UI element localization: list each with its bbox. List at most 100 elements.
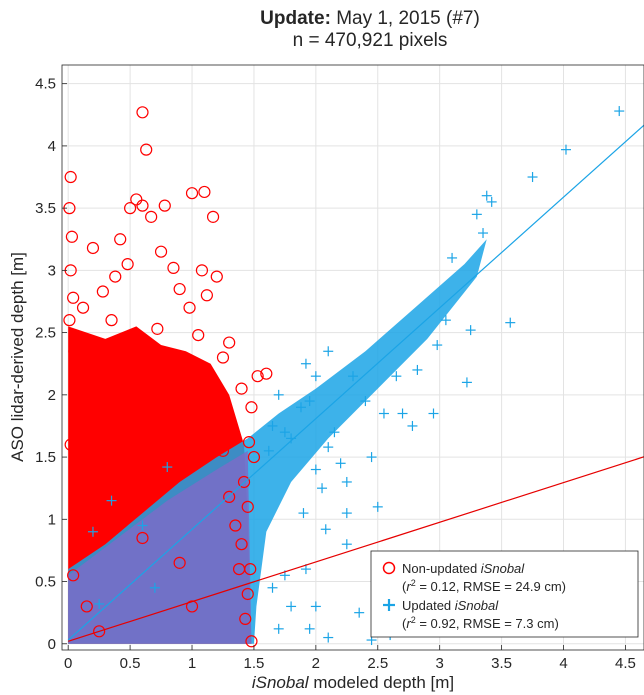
point-updated <box>360 396 371 407</box>
point-updated <box>87 526 98 537</box>
point-updated <box>461 377 472 388</box>
y-tick-label: 4.5 <box>35 76 56 93</box>
point-updated <box>341 539 352 550</box>
point-nonupdated <box>86 241 100 255</box>
point-updated <box>391 371 402 382</box>
point-updated <box>267 420 278 431</box>
point-updated <box>366 452 377 463</box>
title-date: May 1, 2015 (#7) <box>336 8 480 29</box>
point-updated <box>335 458 346 469</box>
point-nonupdated <box>145 210 158 223</box>
point-updated <box>323 632 334 643</box>
point-nonupdated <box>241 587 254 601</box>
point-nonupdated <box>121 258 134 271</box>
x-tick-label: 2 <box>312 655 320 672</box>
point-nonupdated <box>130 193 143 206</box>
fit-line-nonupdated <box>68 456 644 642</box>
point-updated <box>471 209 482 220</box>
x-tick-label: 4.5 <box>615 655 636 672</box>
dense-point-clouds <box>68 239 487 644</box>
x-tick-label: 2.5 <box>367 655 388 672</box>
point-updated <box>397 408 408 419</box>
point-nonupdated <box>185 600 199 613</box>
legend-entry-1-stats: (r2 = 0.12, RMSE = 24.9 cm) <box>402 578 566 594</box>
point-nonupdated <box>192 328 205 342</box>
x-tick-label: 4 <box>559 655 567 672</box>
x-axis-label: iSnobal modeled depth [m] <box>252 673 454 692</box>
point-updated <box>310 371 321 382</box>
point-nonupdated <box>68 345 81 358</box>
point-updated <box>527 172 538 183</box>
legend-box <box>370 550 639 638</box>
point-updated <box>341 476 352 487</box>
point-nonupdated <box>242 436 256 449</box>
y-tick-label: 1 <box>48 511 56 528</box>
point-updated <box>447 252 458 263</box>
point-nonupdated <box>140 143 153 156</box>
legend-2-italic: iSnobal <box>455 598 499 613</box>
y-axis-label: ASO lidar-derived depth [m] <box>8 252 27 462</box>
legend-1-prefix: Non-updated <box>402 561 477 576</box>
chart-subtitle: n = 470,921 pixels <box>292 30 448 51</box>
point-nonupdated <box>216 351 230 364</box>
point-nonupdated <box>158 199 171 212</box>
point-updated <box>317 483 328 494</box>
point-updated <box>428 408 439 419</box>
point-nonupdated <box>235 538 248 551</box>
point-updated <box>149 582 160 593</box>
y-tick-label: 2.5 <box>35 325 56 342</box>
point-nonupdated <box>63 314 76 327</box>
point-nonupdated <box>84 394 97 408</box>
x-axis-label-rest: modeled depth [m] <box>313 673 454 692</box>
point-updated <box>323 442 334 453</box>
fit-lines <box>67 124 644 642</box>
point-nonupdated <box>99 363 112 377</box>
point-updated <box>505 317 516 328</box>
point-updated <box>106 495 117 506</box>
x-tick-label: 1.5 <box>244 655 265 672</box>
point-updated <box>440 315 451 326</box>
point-nonupdated <box>185 187 199 200</box>
point-nonupdated <box>136 199 149 212</box>
legend-entry-1: Non-updated iSnobal <box>402 561 525 576</box>
title-line-1: Update: May 1, 2015 (#7) <box>210 8 530 30</box>
point-nonupdated <box>114 233 127 246</box>
point-updated <box>267 582 278 593</box>
legend-circle-marker <box>382 561 396 575</box>
x-tick-label: 3 <box>436 655 444 672</box>
point-updated <box>273 389 284 400</box>
x-tick-label: 3.5 <box>491 655 512 672</box>
legend-plus-marker <box>383 599 395 611</box>
point-nonupdated <box>151 322 164 335</box>
point-nonupdated <box>93 625 106 638</box>
legend-1-italic: iSnobal <box>481 561 525 576</box>
point-nonupdated <box>210 270 223 283</box>
point-nonupdated <box>247 450 261 464</box>
point-nonupdated <box>223 336 236 349</box>
point-updated <box>273 623 284 634</box>
point-nonupdated <box>173 556 186 569</box>
point-updated <box>310 601 321 612</box>
point-nonupdated <box>229 519 242 532</box>
point-updated <box>304 623 315 634</box>
x-axis-label-italic: iSnobal <box>252 673 310 692</box>
point-nonupdated <box>183 301 196 314</box>
chart-title: Update: May 1, 2015 (#7) n = 470,921 pix… <box>210 8 530 52</box>
point-updated <box>162 462 173 473</box>
point-nonupdated <box>124 202 137 215</box>
y-tick-label: 3 <box>48 262 56 279</box>
point-updated <box>286 601 297 612</box>
point-nonupdated <box>167 261 180 274</box>
point-updated <box>560 144 571 155</box>
overlap-cloud <box>68 450 252 644</box>
point-updated <box>329 427 340 438</box>
point-nonupdated <box>80 600 93 613</box>
point-nonupdated <box>96 285 109 298</box>
point-updated <box>300 564 311 575</box>
point-nonupdated <box>154 245 168 258</box>
point-nonupdated <box>251 370 264 383</box>
point-updated <box>298 508 309 519</box>
point-nonupdated <box>200 289 213 302</box>
point-updated <box>300 358 311 369</box>
point-nonupdated <box>67 291 80 304</box>
